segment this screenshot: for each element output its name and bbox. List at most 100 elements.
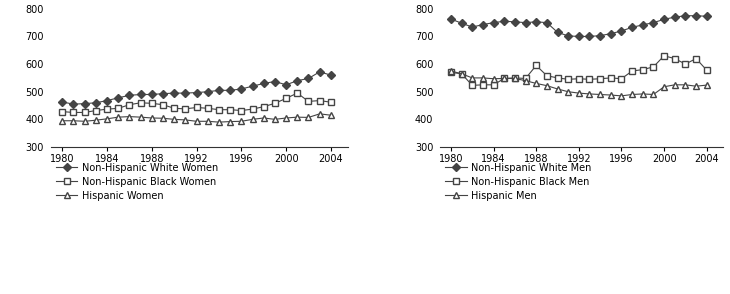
Hispanic Women <box>158 116 167 120</box>
Non-Hispanic White Women <box>147 93 156 96</box>
Non-Hispanic White Men <box>692 14 701 18</box>
Non-Hispanic White Men <box>628 26 637 29</box>
Hispanic Men <box>479 76 488 80</box>
Non-Hispanic Black Women <box>58 110 66 113</box>
Non-Hispanic White Women <box>304 77 313 80</box>
Line: Hispanic Men: Hispanic Men <box>448 68 710 99</box>
Non-Hispanic White Men <box>596 34 604 37</box>
Non-Hispanic Black Women <box>147 101 156 105</box>
Non-Hispanic Black Men <box>447 71 456 74</box>
Non-Hispanic White Men <box>670 15 679 19</box>
Non-Hispanic White Men <box>468 25 477 29</box>
Non-Hispanic Black Women <box>137 101 145 105</box>
Non-Hispanic Black Women <box>326 101 335 104</box>
Non-Hispanic White Men <box>457 21 466 25</box>
Hispanic Men <box>660 85 669 88</box>
Hispanic Men <box>500 77 509 80</box>
Hispanic Women <box>304 116 313 119</box>
Non-Hispanic Black Women <box>158 103 167 106</box>
Hispanic Women <box>114 115 123 119</box>
Hispanic Women <box>215 120 223 124</box>
Non-Hispanic Black Men <box>585 78 594 81</box>
Non-Hispanic Black Men <box>575 77 583 81</box>
Hispanic Women <box>170 118 179 121</box>
Hispanic Women <box>137 115 145 119</box>
Non-Hispanic Black Men <box>500 77 509 80</box>
Hispanic Women <box>259 116 268 120</box>
Hispanic Women <box>204 120 212 123</box>
Hispanic Women <box>326 113 335 117</box>
Non-Hispanic White Men <box>607 32 615 36</box>
Hispanic Women <box>125 115 134 118</box>
Non-Hispanic White Men <box>639 23 648 27</box>
Non-Hispanic White Women <box>282 83 291 87</box>
Hispanic Women <box>91 118 100 122</box>
Hispanic Men <box>596 93 604 96</box>
Non-Hispanic White Men <box>564 34 572 38</box>
Hispanic Men <box>649 93 658 96</box>
Non-Hispanic Black Men <box>681 62 690 66</box>
Non-Hispanic White Women <box>204 90 212 93</box>
Non-Hispanic Black Women <box>103 107 112 111</box>
Non-Hispanic Black Women <box>170 106 179 110</box>
Line: Hispanic Women: Hispanic Women <box>60 111 334 125</box>
Non-Hispanic Black Men <box>628 69 637 73</box>
Non-Hispanic White Women <box>103 99 112 102</box>
Hispanic Women <box>103 117 112 121</box>
Non-Hispanic Black Women <box>125 103 134 106</box>
Non-Hispanic Black Men <box>692 57 701 60</box>
Hispanic Women <box>69 119 78 123</box>
Hispanic Men <box>692 84 701 88</box>
Non-Hispanic Black Men <box>468 83 477 87</box>
Non-Hispanic White Men <box>660 18 669 21</box>
Non-Hispanic White Women <box>80 102 89 105</box>
Non-Hispanic White Men <box>553 31 562 34</box>
Non-Hispanic White Women <box>137 93 145 96</box>
Hispanic Men <box>702 83 711 87</box>
Non-Hispanic Black Women <box>259 105 268 108</box>
Hispanic Men <box>628 93 637 96</box>
Non-Hispanic Black Women <box>271 101 280 105</box>
Non-Hispanic Black Men <box>564 78 572 81</box>
Non-Hispanic White Women <box>237 87 246 91</box>
Non-Hispanic Black Women <box>215 108 223 111</box>
Hispanic Men <box>457 72 466 76</box>
Hispanic Men <box>617 94 626 98</box>
Hispanic Women <box>271 118 280 121</box>
Non-Hispanic White Men <box>649 21 658 24</box>
Non-Hispanic White Women <box>170 91 179 95</box>
Non-Hispanic White Women <box>271 80 280 83</box>
Non-Hispanic Black Women <box>114 106 123 110</box>
Non-Hispanic Black Men <box>532 64 541 67</box>
Non-Hispanic White Women <box>125 93 134 97</box>
Non-Hispanic White Women <box>58 100 66 104</box>
Hispanic Men <box>670 83 679 87</box>
Non-Hispanic White Men <box>532 20 541 24</box>
Hispanic Women <box>293 115 301 119</box>
Non-Hispanic White Women <box>293 79 301 82</box>
Non-Hispanic Black Women <box>282 97 291 100</box>
Non-Hispanic Black Women <box>181 107 190 111</box>
Non-Hispanic Black Men <box>596 77 604 81</box>
Non-Hispanic White Men <box>585 35 594 38</box>
Non-Hispanic Black Men <box>670 57 679 60</box>
Non-Hispanic Black Men <box>521 77 530 80</box>
Line: Non-Hispanic White Men: Non-Hispanic White Men <box>448 13 710 39</box>
Hispanic Men <box>564 90 572 93</box>
Non-Hispanic Black Men <box>479 83 488 87</box>
Non-Hispanic White Women <box>248 84 257 88</box>
Non-Hispanic White Men <box>617 29 626 33</box>
Hispanic Women <box>315 112 324 116</box>
Non-Hispanic Black Men <box>510 76 519 80</box>
Non-Hispanic White Men <box>702 14 711 18</box>
Non-Hispanic Black Men <box>553 76 562 80</box>
Non-Hispanic White Women <box>215 88 223 92</box>
Non-Hispanic Black Women <box>226 108 234 111</box>
Non-Hispanic Black Women <box>237 109 246 112</box>
Hispanic Women <box>226 120 234 123</box>
Hispanic Women <box>282 116 291 120</box>
Non-Hispanic Black Women <box>204 106 212 110</box>
Non-Hispanic White Women <box>192 91 201 94</box>
Non-Hispanic White Women <box>315 70 324 74</box>
Non-Hispanic Black Women <box>315 99 324 102</box>
